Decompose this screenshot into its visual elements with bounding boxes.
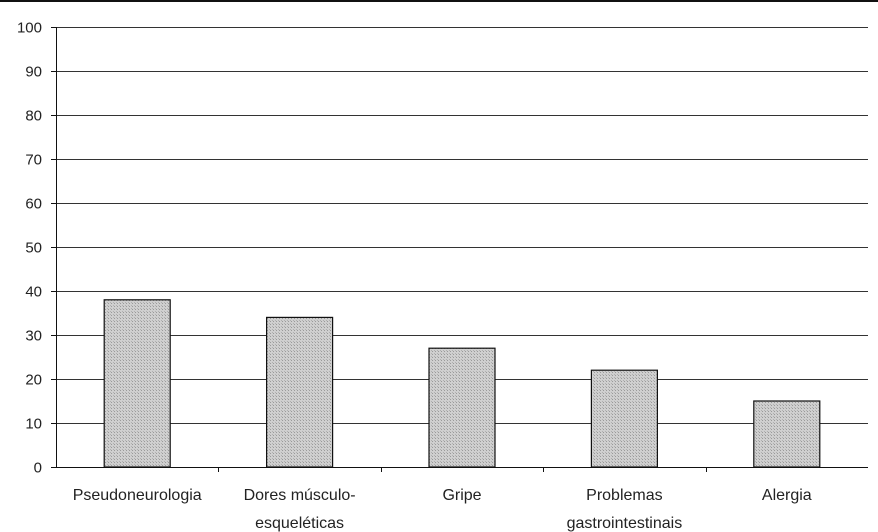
x-category-label-line: esqueléticas xyxy=(255,515,344,532)
x-category-label: Gripe xyxy=(442,487,481,504)
bars xyxy=(103,299,821,468)
bar xyxy=(266,316,334,468)
bar xyxy=(753,400,821,468)
x-category-label: Alergia xyxy=(762,487,812,504)
y-tick-label: 20 xyxy=(25,372,42,389)
labels: Pseudoneurologia Dores músculo-esquelétic… xyxy=(73,487,812,532)
x-category-label-line: Problemas xyxy=(586,487,662,504)
axes: 0 10 20 30 40 50 60 70 80 90 100 xyxy=(17,20,868,477)
x-category-label-line: Dores músculo- xyxy=(244,487,356,504)
top-border xyxy=(0,0,878,2)
y-tick-label: 70 xyxy=(25,152,42,169)
x-category-label-line: Alergia xyxy=(762,487,812,504)
y-tick-label: 60 xyxy=(25,196,42,213)
x-category-label-line: gastrointestinais xyxy=(567,515,683,532)
bar xyxy=(428,347,496,468)
x-category-label: Problemas gastrointestinais xyxy=(567,487,683,532)
y-tick-label: 80 xyxy=(25,108,42,125)
y-tick-label: 0 xyxy=(34,460,42,477)
y-tick-label: 90 xyxy=(25,64,42,81)
x-category-label-line: Gripe xyxy=(442,487,481,504)
y-tick-label: 30 xyxy=(25,328,42,345)
x-category-label-line: Pseudoneurologia xyxy=(73,487,202,504)
y-tick-label: 50 xyxy=(25,240,42,257)
x-category-label: Dores músculo-esqueléticas xyxy=(244,487,356,532)
gridlines xyxy=(56,27,868,424)
x-category-label: Pseudoneurologia xyxy=(73,487,202,504)
y-tick-label: 40 xyxy=(25,284,42,301)
bar xyxy=(590,369,659,468)
y-tick-label: 100 xyxy=(17,20,42,37)
y-tick-label: 10 xyxy=(25,416,42,433)
bar xyxy=(103,299,171,468)
